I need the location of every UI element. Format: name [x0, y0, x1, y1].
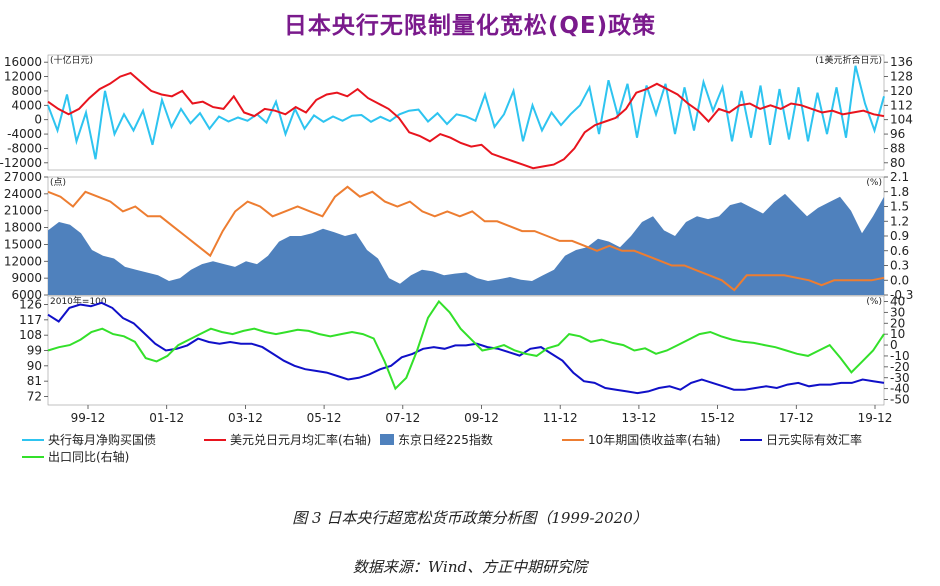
legend-item-reer: 日元实际有效汇率 — [740, 431, 862, 448]
x-tick-label: 11-12 — [543, 411, 578, 425]
left-tick-label: 16000 — [4, 55, 42, 69]
left-tick-label: -4000 — [7, 127, 42, 141]
left-tick-label: 27000 — [4, 170, 42, 184]
right-tick-label: 88 — [890, 141, 905, 155]
series-jgb_purchase-line — [47, 65, 885, 160]
left-tick-label: 12000 — [4, 70, 42, 84]
legend-item-exports: 出口同比(右轴) — [22, 448, 129, 465]
left-tick-label: 4000 — [11, 98, 42, 112]
left-tick-label: 0 — [34, 113, 42, 127]
x-tick-label: 13-12 — [621, 411, 656, 425]
right-tick-label: -40 — [890, 382, 910, 396]
right-tick-label: -50 — [890, 393, 910, 407]
left-unit-label: (十亿日元) — [50, 54, 93, 66]
left-tick-label: 15000 — [4, 237, 42, 251]
right-tick-label: 120 — [890, 84, 913, 98]
right-unit-label: (1美元折合日元) — [815, 54, 882, 66]
legend-swatch — [22, 455, 44, 458]
x-tick-label: 19-12 — [858, 411, 893, 425]
data-source: 数据来源：Wind、方正中期研究院 — [352, 558, 588, 576]
left-tick-label: 24000 — [4, 187, 42, 201]
right-tick-label: 0 — [890, 338, 898, 352]
x-tick-label: 01-12 — [149, 411, 184, 425]
right-tick-label: 80 — [890, 156, 905, 170]
right-tick-label: 2.1 — [890, 170, 909, 184]
legend-swatch — [380, 434, 394, 445]
left-tick-label: -8000 — [7, 141, 42, 155]
x-tick-label: 17-12 — [779, 411, 814, 425]
legend-label: 美元兑日元月均汇率(右轴) — [230, 433, 372, 447]
panel-frame-top — [47, 54, 885, 171]
x-tick-label: 99-12 — [71, 411, 106, 425]
legend-item-jgb_purchase: 央行每月净购买国债 — [22, 431, 156, 448]
series-exports-line — [47, 299, 885, 391]
left-tick-label: 21000 — [4, 204, 42, 218]
left-tick-label: 8000 — [11, 84, 42, 98]
left-tick-label: 126 — [19, 298, 42, 312]
legend-label: 10年期国债收益率(右轴) — [588, 433, 721, 447]
right-unit-label: (%) — [866, 297, 882, 307]
legend-label: 东京日经225指数 — [398, 433, 493, 447]
right-tick-label: -0.3 — [890, 288, 913, 302]
left-unit-label: 2010年=100 — [50, 295, 107, 307]
legend-item-usdjpy: 美元兑日元月均汇率(右轴) — [204, 431, 371, 448]
left-tick-label: 99 — [27, 344, 42, 358]
chart-canvas: 1600012000800040000-4000-8000-1200013612… — [0, 54, 913, 425]
left-tick-label: 108 — [19, 328, 42, 342]
right-tick-label: 1.2 — [890, 214, 909, 228]
legend-label: 出口同比(右轴) — [48, 450, 130, 464]
series-nikkei-area — [48, 193, 884, 295]
right-tick-label: 96 — [890, 127, 905, 141]
legend-swatch — [740, 438, 762, 441]
left-tick-label: 90 — [27, 359, 42, 373]
right-tick-label: -10 — [890, 349, 910, 363]
x-tick-label: 07-12 — [385, 411, 420, 425]
left-tick-label: 6000 — [11, 288, 42, 302]
right-tick-label: 0.6 — [890, 244, 909, 258]
right-tick-label: 0.0 — [890, 273, 909, 287]
right-tick-label: 0.9 — [890, 229, 909, 243]
right-tick-label: 136 — [890, 55, 913, 69]
right-tick-label: 1.5 — [890, 200, 909, 214]
right-tick-label: 20 — [890, 316, 905, 330]
right-unit-label: (%) — [866, 178, 882, 188]
legend-label: 央行每月净购买国债 — [48, 433, 157, 447]
right-tick-label: 128 — [890, 70, 913, 84]
legend-label: 日元实际有效汇率 — [766, 433, 863, 447]
x-tick-label: 09-12 — [464, 411, 499, 425]
left-tick-label: -12000 — [0, 156, 42, 170]
right-tick-label: -30 — [890, 371, 910, 385]
legend-item-nikkei: 东京日经225指数 — [380, 431, 493, 448]
left-tick-label: 12000 — [4, 254, 42, 268]
series-jgb10y-line — [47, 185, 885, 292]
legend-swatch — [22, 438, 44, 441]
legend-item-jgb10y: 10年期国债收益率(右轴) — [562, 431, 721, 448]
legend-swatch — [562, 438, 584, 441]
left-unit-label: (点) — [50, 177, 66, 188]
left-tick-label: 72 — [27, 389, 42, 403]
x-tick-label: 05-12 — [307, 411, 342, 425]
right-tick-label: 104 — [890, 113, 913, 127]
x-tick-label: 15-12 — [700, 411, 735, 425]
left-tick-label: 9000 — [11, 271, 42, 285]
legend-swatch — [204, 438, 226, 441]
right-tick-label: 40 — [890, 294, 905, 308]
right-tick-label: 10 — [890, 327, 905, 341]
right-tick-label: 112 — [890, 98, 913, 112]
left-tick-label: 18000 — [4, 221, 42, 235]
left-tick-label: 81 — [27, 374, 42, 388]
left-tick-label: 117 — [19, 313, 42, 327]
x-tick-label: 03-12 — [228, 411, 263, 425]
figure-caption: 图 3 日本央行超宽松货币政策分析图（1999-2020） — [292, 509, 648, 527]
right-tick-label: 1.8 — [890, 185, 909, 199]
series-reer-line — [47, 301, 885, 395]
right-tick-label: -20 — [890, 360, 910, 374]
right-tick-label: 30 — [890, 305, 905, 319]
right-tick-label: 0.3 — [890, 259, 909, 273]
series-usdjpy-line — [47, 71, 885, 170]
chart-title: 日本央行无限制量化宽松(QE)政策 — [283, 13, 657, 39]
